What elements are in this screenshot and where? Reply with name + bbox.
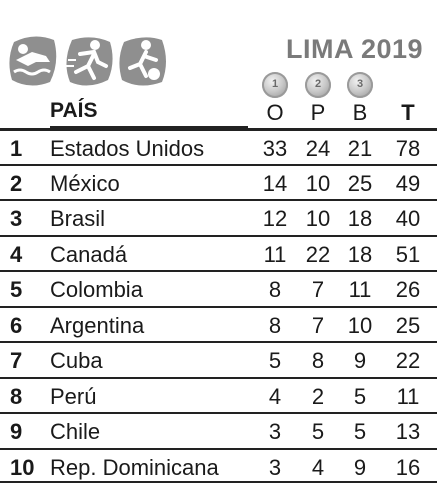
gold-count: 3 xyxy=(268,454,282,480)
total-count: 40 xyxy=(395,206,421,231)
gold-count: 3 xyxy=(268,419,282,444)
bronze-count: 25 xyxy=(347,170,373,196)
country-name: Cuba xyxy=(50,348,103,373)
table-row: 1 Estados Unidos 33 24 21 78 xyxy=(0,128,437,164)
gold-count: 14 xyxy=(262,170,288,196)
bronze-count: 9 xyxy=(353,454,367,480)
table-header: PAÍS O P B T xyxy=(0,99,437,129)
country-name: Rep. Dominicana xyxy=(50,454,219,480)
silver-count: 22 xyxy=(305,241,331,267)
soccer-icon xyxy=(119,37,166,86)
silver-count: 7 xyxy=(311,277,325,302)
silver-count: 10 xyxy=(305,170,331,196)
swimming-icon xyxy=(9,36,57,86)
event-title: LIMA 2019 xyxy=(286,34,424,64)
medal-number: 1 xyxy=(271,78,279,90)
country-column-header: PAÍS xyxy=(50,99,98,122)
silver-count: 4 xyxy=(311,454,325,480)
silver-count: 10 xyxy=(305,206,331,231)
country-name: Perú xyxy=(50,383,97,409)
medal-table: 1 Estados Unidos 33 24 21 78 2 México 14… xyxy=(0,128,437,483)
bronze-count: 5 xyxy=(353,383,367,409)
table-row: 10 Rep. Dominicana 3 4 9 16 xyxy=(0,447,437,483)
bronze-medal-icon: 3 xyxy=(347,72,373,98)
rank: 1 xyxy=(10,136,23,161)
bronze-count: 5 xyxy=(353,419,367,444)
total-column-header: T xyxy=(401,100,415,125)
rank: 10 xyxy=(10,454,35,480)
silver-medal-icon: 2 xyxy=(305,72,331,98)
rank: 7 xyxy=(10,348,23,373)
bronze-count: 21 xyxy=(347,136,373,161)
rank: 6 xyxy=(10,312,23,338)
silver-count: 5 xyxy=(311,419,325,444)
sport-icons xyxy=(6,32,168,90)
country-name: México xyxy=(50,170,120,196)
total-count: 16 xyxy=(395,454,421,480)
total-count: 26 xyxy=(395,277,421,302)
gold-count: 4 xyxy=(268,383,282,409)
rank: 3 xyxy=(10,206,23,231)
bronze-count: 11 xyxy=(348,277,372,302)
gold-count: 8 xyxy=(268,312,282,338)
total-count: 78 xyxy=(395,136,421,161)
gold-count: 12 xyxy=(262,206,288,231)
table-row: 2 México 14 10 25 49 xyxy=(0,163,437,200)
gold-column-header: O xyxy=(266,100,284,125)
rank: 5 xyxy=(10,277,23,302)
gold-count: 33 xyxy=(262,136,288,161)
table-row: 3 Brasil 12 10 18 40 xyxy=(0,199,437,235)
bronze-count: 18 xyxy=(347,206,373,231)
table-row: 4 Canadá 11 22 18 51 xyxy=(0,234,437,271)
total-count: 25 xyxy=(395,312,421,338)
country-name: Argentina xyxy=(50,312,145,338)
total-count: 51 xyxy=(395,241,421,267)
silver-count: 2 xyxy=(311,383,325,409)
total-count: 13 xyxy=(395,419,421,444)
rank: 2 xyxy=(10,170,23,196)
gold-count: 5 xyxy=(268,348,282,373)
gold-count: 8 xyxy=(268,277,282,302)
country-name: Brasil xyxy=(50,206,106,231)
rank: 4 xyxy=(10,241,23,267)
gold-count: 11 xyxy=(263,241,287,267)
total-count: 49 xyxy=(395,170,421,196)
total-count: 22 xyxy=(395,348,421,373)
country-name: Canadá xyxy=(50,241,128,267)
medal-number: 2 xyxy=(314,78,322,90)
table-row: 9 Chile 3 5 5 13 xyxy=(0,412,437,448)
header-divider xyxy=(50,126,248,128)
table-row: 7 Cuba 5 8 9 22 xyxy=(0,341,437,377)
bronze-column-header: B xyxy=(352,100,368,125)
table-row: 8 Perú 4 2 5 11 xyxy=(0,376,437,413)
total-count: 11 xyxy=(396,383,420,409)
country-name: Estados Unidos xyxy=(50,136,205,161)
table-row: 5 Colombia 8 7 11 26 xyxy=(0,270,437,306)
bronze-count: 18 xyxy=(347,241,373,267)
country-name: Colombia xyxy=(50,277,143,302)
running-icon xyxy=(66,37,113,86)
silver-count: 24 xyxy=(305,136,331,161)
silver-count: 8 xyxy=(311,348,325,373)
gold-medal-icon: 1 xyxy=(262,72,288,98)
bronze-count: 9 xyxy=(353,348,367,373)
medal-number: 3 xyxy=(356,78,364,90)
bronze-count: 10 xyxy=(347,312,373,338)
country-name: Chile xyxy=(50,419,101,444)
table-row: 6 Argentina 8 7 10 25 xyxy=(0,305,437,342)
rank: 8 xyxy=(10,383,23,409)
rank: 9 xyxy=(10,419,23,444)
silver-column-header: P xyxy=(310,100,326,125)
silver-count: 7 xyxy=(311,312,325,338)
